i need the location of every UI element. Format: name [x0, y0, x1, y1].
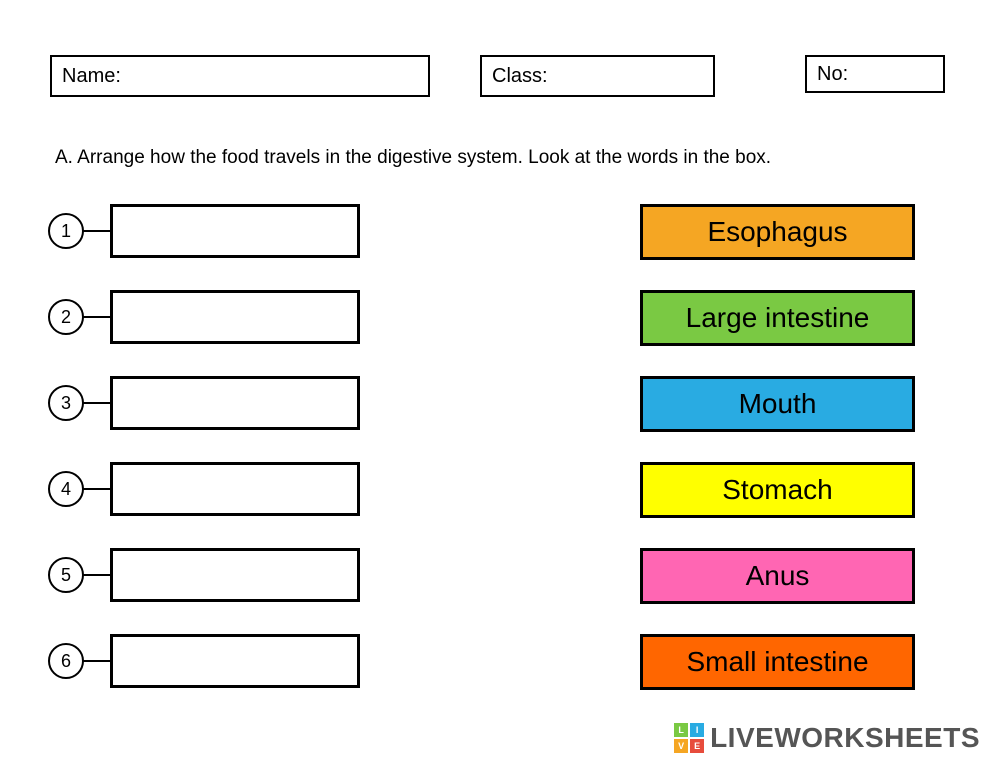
header-row: Name: Class: No: [0, 0, 1000, 97]
instruction-text: A. Arrange how the food travels in the d… [0, 97, 1000, 169]
answer-slot[interactable] [110, 548, 360, 602]
slot-connector [82, 402, 110, 404]
watermark-square: E [690, 739, 704, 753]
slot-connector [82, 230, 110, 232]
slot-number-circle: 4 [48, 471, 84, 507]
watermark-square: V [674, 739, 688, 753]
answer-slot[interactable] [110, 204, 360, 258]
word-bank-item[interactable]: Large intestine [640, 290, 915, 346]
answer-slot[interactable] [110, 376, 360, 430]
watermark-square: L [674, 723, 688, 737]
slot-number-circle: 5 [48, 557, 84, 593]
word-bank-item[interactable]: Anus [640, 548, 915, 604]
slot-connector [82, 660, 110, 662]
answer-slot[interactable] [110, 634, 360, 688]
slot-row: 4 [48, 462, 360, 516]
no-field[interactable]: No: [805, 55, 945, 93]
word-bank-item[interactable]: Stomach [640, 462, 915, 518]
word-bank-item[interactable]: Small intestine [640, 634, 915, 690]
slot-number-circle: 3 [48, 385, 84, 421]
watermark-square: I [690, 723, 704, 737]
answer-slot[interactable] [110, 462, 360, 516]
main-area: 1 2 3 4 5 6 Esophagus Large intestine Mouth Stom… [0, 169, 1000, 690]
slot-number-circle: 2 [48, 299, 84, 335]
slot-row: 2 [48, 290, 360, 344]
class-field[interactable]: Class: [480, 55, 715, 97]
watermark: LIVE LIVEWORKSHEETS [674, 722, 980, 754]
watermark-text: LIVEWORKSHEETS [710, 722, 980, 754]
slot-row: 1 [48, 204, 360, 258]
class-label: Class: [492, 65, 548, 88]
no-label: No: [817, 63, 848, 86]
name-field[interactable]: Name: [50, 55, 430, 97]
slot-connector [82, 488, 110, 490]
answer-slot[interactable] [110, 290, 360, 344]
slot-number-circle: 1 [48, 213, 84, 249]
word-bank-item[interactable]: Esophagus [640, 204, 915, 260]
slot-row: 6 [48, 634, 360, 688]
slot-row: 3 [48, 376, 360, 430]
slot-connector [82, 316, 110, 318]
slot-connector [82, 574, 110, 576]
watermark-icon: LIVE [674, 723, 704, 753]
slot-number-circle: 6 [48, 643, 84, 679]
word-bank-item[interactable]: Mouth [640, 376, 915, 432]
word-bank-column: Esophagus Large intestine Mouth Stomach Anus… [640, 204, 915, 690]
slot-row: 5 [48, 548, 360, 602]
answer-slots-column: 1 2 3 4 5 6 [48, 204, 360, 690]
name-label: Name: [62, 65, 121, 88]
